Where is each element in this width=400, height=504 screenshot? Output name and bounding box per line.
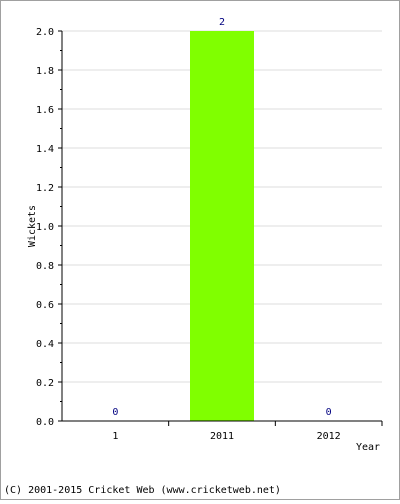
x-tick-label: 2011 bbox=[210, 431, 234, 442]
y-tick-label: 0.4 bbox=[36, 339, 54, 350]
y-tick-label: 1.0 bbox=[36, 222, 54, 233]
y-tick-label: 1.8 bbox=[36, 66, 54, 77]
y-tick-label: 1.2 bbox=[36, 183, 54, 194]
data-label: 2 bbox=[219, 17, 225, 28]
y-tick-label: 0.6 bbox=[36, 300, 54, 311]
y-tick-label: 2.0 bbox=[36, 27, 54, 38]
data-labels: 0 2 0 bbox=[112, 17, 331, 418]
copyright-footer: (C) 2001-2015 Cricket Web (www.cricketwe… bbox=[4, 485, 281, 496]
y-tick-label: 0.8 bbox=[36, 261, 54, 272]
x-tick-labels: 1 2011 2012 bbox=[112, 431, 340, 442]
y-axis-label: Wickets bbox=[27, 205, 38, 247]
bars bbox=[190, 31, 254, 421]
y-tick-label: 1.4 bbox=[36, 144, 54, 155]
x-axis-label: Year bbox=[356, 442, 380, 453]
data-label: 0 bbox=[326, 407, 332, 418]
bar bbox=[190, 31, 254, 421]
y-tick-label: 1.6 bbox=[36, 105, 54, 116]
y-tick-label: 0.2 bbox=[36, 378, 54, 389]
x-tick-label: 2012 bbox=[317, 431, 341, 442]
y-tick-labels: 0.0 0.2 0.4 0.6 0.8 1.0 1.2 1.4 1.6 1.8 2.0 bbox=[36, 27, 54, 428]
x-tick-label: 1 bbox=[112, 431, 118, 442]
y-tick-label: 0.0 bbox=[36, 417, 54, 428]
data-label: 0 bbox=[112, 407, 118, 418]
axes bbox=[58, 30, 383, 426]
